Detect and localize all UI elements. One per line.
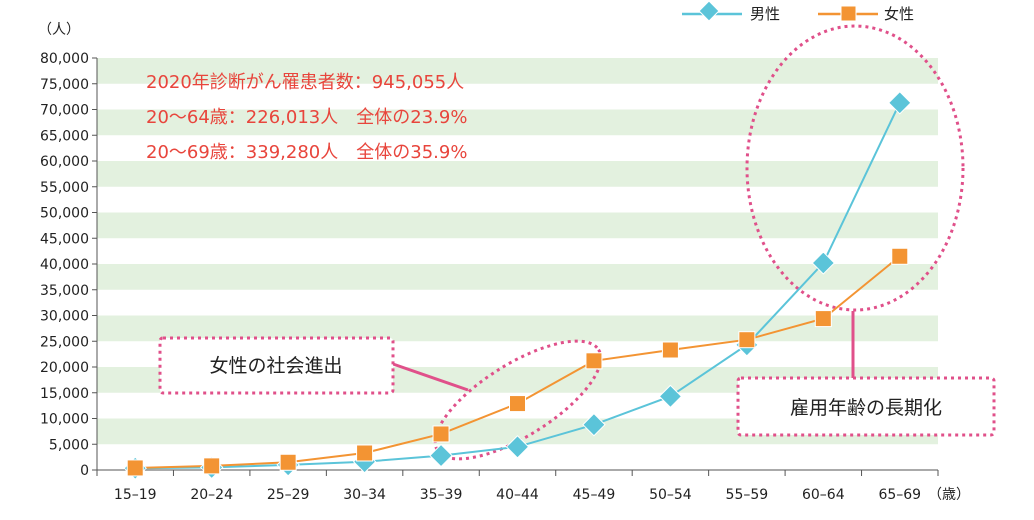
x-tick-label: 20–24 <box>190 487 233 503</box>
x-tick-label: 25–29 <box>267 487 310 503</box>
highlight-ellipse-women <box>433 339 603 461</box>
x-tick-label: 60–64 <box>802 487 845 503</box>
grid-band <box>97 58 938 84</box>
x-tick-label: 55–59 <box>726 487 769 503</box>
y-tick-label: 40,000 <box>40 257 89 273</box>
stat-20-64: 20〜64歳：226,013人 全体の23.9% <box>146 107 467 128</box>
x-tick-label: 15–19 <box>114 487 157 503</box>
point-female <box>356 444 374 462</box>
legend: 男性 女性 <box>682 0 914 23</box>
callout-label-employment: 雇用年齢の長期化 <box>790 397 942 419</box>
point-female <box>814 310 832 328</box>
stat-total: 2020年診断がん罹患者数：945,055人 <box>146 72 464 93</box>
y-tick-label: 0 <box>80 463 89 479</box>
y-unit-label: （人） <box>38 22 80 38</box>
grid-band <box>97 315 938 342</box>
y-tick-label: 50,000 <box>40 206 89 222</box>
callout-connector-women <box>392 362 469 392</box>
x-tick-label: 35–39 <box>420 487 463 503</box>
y-tick-label: 45,000 <box>40 231 89 247</box>
x-tick-label: 50–54 <box>649 487 692 503</box>
y-tick-label: 55,000 <box>40 180 89 196</box>
x-tick-label: 30–34 <box>343 487 386 503</box>
y-tick-label: 75,000 <box>40 77 89 93</box>
y-tick-label: 5,000 <box>49 437 89 453</box>
point-female <box>126 459 144 477</box>
point-male <box>811 251 836 275</box>
series <box>123 91 912 480</box>
point-female <box>585 352 603 370</box>
grid-band <box>97 212 938 239</box>
x-tick-label: 65–69 <box>878 487 921 503</box>
x-tick-label: 45–49 <box>573 487 616 503</box>
x-tick-labels: 15–19 20–24 25–29 30–34 35–39 40–44 45–49 50–54… <box>114 487 921 503</box>
legend-swatch-female-marker <box>840 5 857 22</box>
y-tick-label: 15,000 <box>40 386 89 402</box>
y-tick-label: 35,000 <box>40 283 89 299</box>
x-tick-label: 40–44 <box>496 487 539 503</box>
y-tick-label: 25,000 <box>40 334 89 350</box>
y-tick-label: 70,000 <box>40 103 89 119</box>
y-tick-labels: 0 5,000 10,000 15,000 20,000 25,000 30,000 35,0… <box>40 51 89 479</box>
y-tick-label: 30,000 <box>40 309 89 325</box>
y-tick-label: 80,000 <box>40 51 89 67</box>
y-tick-label: 65,000 <box>40 128 89 144</box>
legend-swatch-male-marker <box>698 0 720 22</box>
stat-20-69: 20〜69歳：339,280人 全体の35.9% <box>146 142 467 163</box>
callout-label-women: 女性の社会進出 <box>209 355 342 377</box>
point-female <box>203 457 221 475</box>
highlight-ellipse-employment <box>745 24 965 312</box>
point-male <box>505 435 530 459</box>
point-male <box>658 384 683 409</box>
point-female <box>432 425 450 443</box>
axes <box>92 57 939 476</box>
point-male <box>888 91 912 115</box>
point-male <box>582 412 606 437</box>
callout-box-employment <box>736 376 996 437</box>
point-female <box>279 453 297 471</box>
legend-label-male: 男性 <box>750 5 780 23</box>
y-tick-label: 20,000 <box>40 360 89 376</box>
grid-band <box>97 161 938 187</box>
point-female <box>661 341 679 359</box>
x-unit-label: （歳） <box>928 487 970 503</box>
grid-bands <box>97 58 938 445</box>
grid-band <box>97 109 938 136</box>
point-female <box>509 395 526 413</box>
legend-label-female: 女性 <box>884 5 914 23</box>
point-male <box>429 443 453 468</box>
grid-band <box>97 264 938 290</box>
point-female <box>891 247 909 265</box>
y-tick-label: 60,000 <box>40 154 89 170</box>
y-tick-label: 10,000 <box>40 412 89 428</box>
callouts: 女性の社会進出 雇用年齢の長期化 <box>158 24 996 461</box>
callout-box-women <box>158 336 395 395</box>
point-female <box>738 331 756 349</box>
